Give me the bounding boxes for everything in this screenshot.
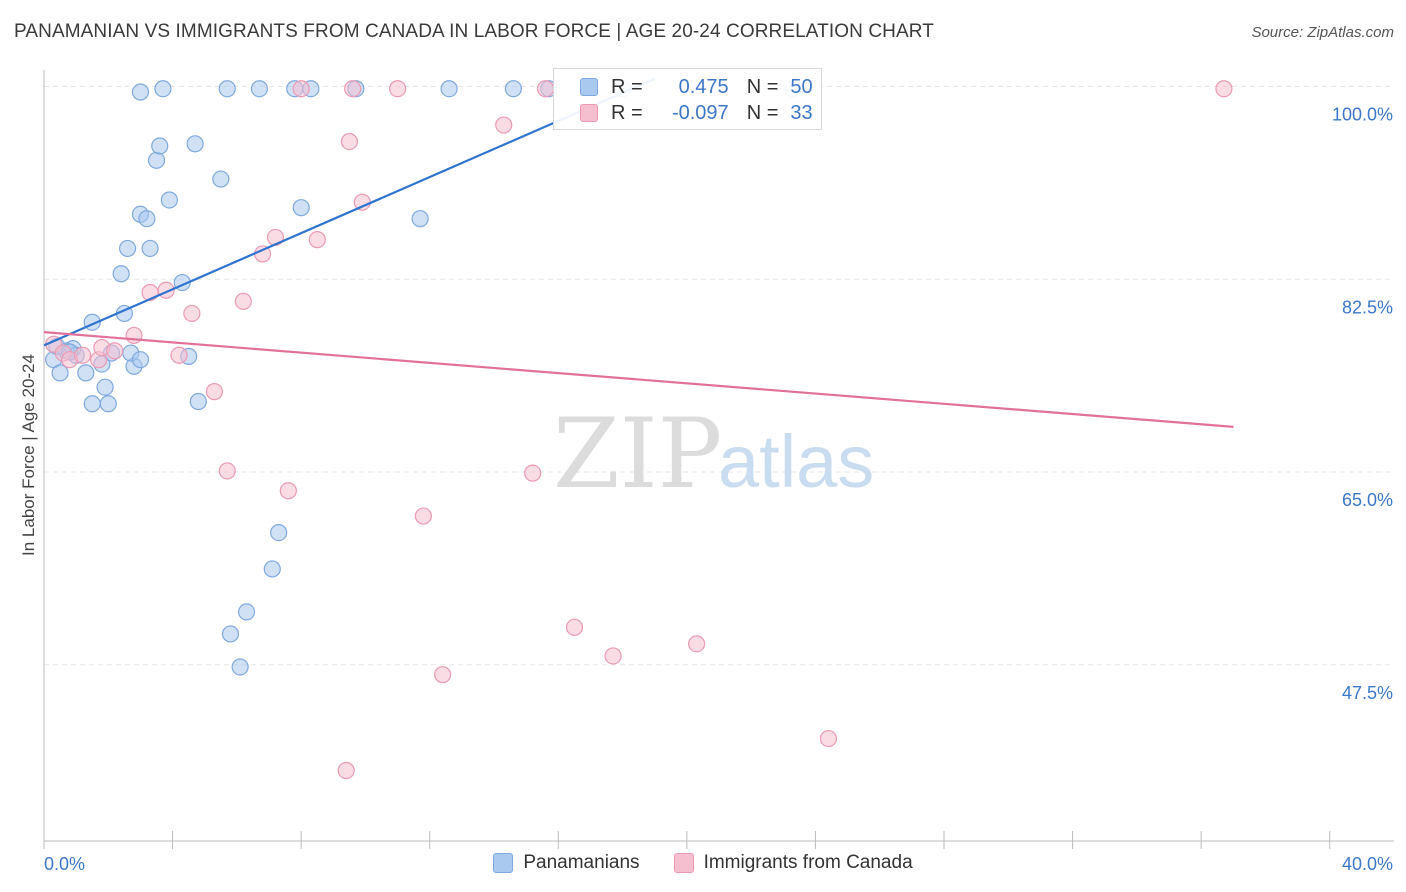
y-tick-label: 47.5%: [1342, 683, 1393, 703]
point-panamanians: [96, 378, 114, 396]
point-panamanians: [131, 351, 150, 369]
legend-r-value: -0.097: [671, 101, 729, 124]
point-canada: [234, 292, 252, 310]
legend-n-label: N =: [746, 101, 779, 124]
point-panamanians: [112, 265, 130, 283]
point-panamanians: [99, 395, 117, 413]
point-panamanians: [51, 364, 69, 382]
point-canada: [73, 346, 92, 364]
point-panamanians: [270, 523, 288, 542]
point-panamanians: [189, 392, 207, 411]
legend-row-canada: R = -0.097 N = 33: [580, 100, 813, 126]
point-canada: [495, 116, 513, 134]
point-canada: [125, 326, 143, 345]
series-legend: Panamanians Immigrants from Canada: [0, 852, 1406, 874]
watermark: ZIP atlas: [553, 398, 874, 510]
point-panamanians: [411, 210, 429, 228]
legend-r-label: R =: [611, 75, 643, 98]
point-canada: [524, 464, 542, 482]
point-panamanians: [154, 80, 172, 98]
point-panamanians: [292, 199, 310, 217]
legend-r-value: 0.475: [678, 75, 729, 98]
trend-layer: [43, 77, 1234, 428]
point-canada: [688, 635, 706, 653]
legend-n-value: 50: [790, 75, 813, 98]
point-canada: [340, 132, 359, 151]
legend-row-panamanians: R = 0.475 N = 50: [580, 74, 813, 100]
point-canada: [1215, 80, 1233, 98]
point-canada: [536, 80, 555, 98]
chart-title: PANAMANIAN VS IMMIGRANTS FROM CANADA IN …: [14, 21, 934, 42]
point-panamanians: [218, 80, 236, 98]
point-canada: [279, 482, 297, 500]
legend-swatch-blue: [493, 853, 514, 873]
point-canada: [308, 231, 326, 249]
point-canada: [170, 346, 188, 364]
legend-swatch-pink: [673, 853, 694, 873]
point-canada: [106, 342, 124, 360]
point-panamanians: [147, 151, 166, 169]
legend-r-label: R =: [611, 101, 643, 124]
x-tick-label: 0.0%: [44, 854, 85, 874]
point-canada: [565, 618, 584, 636]
grid-layer: [44, 86, 1394, 666]
y-tick-label: 82.5%: [1342, 297, 1393, 317]
legend-label-panamanians: Panamanians: [523, 852, 640, 873]
point-panamanians: [138, 210, 156, 228]
point-panamanians: [440, 80, 458, 98]
chart-source: Source: ZipAtlas.com: [1251, 24, 1394, 41]
point-canada: [183, 304, 201, 323]
point-panamanians: [118, 239, 137, 258]
trendline-canada: [43, 331, 1234, 428]
legend-item-panamanians: Panamanians: [493, 852, 640, 874]
tick-labels: 47.5% 65.0% 82.5% 100.0% 0.0% 40.0%: [44, 105, 1393, 874]
point-canada: [292, 80, 310, 98]
point-panamanians: [160, 191, 178, 209]
y-axis-label: In Labor Force | Age 20-24: [19, 354, 38, 556]
point-canada: [344, 80, 362, 98]
point-panamanians: [263, 560, 281, 578]
point-canada: [205, 383, 223, 401]
point-panamanians: [83, 395, 101, 413]
legend-n-label: N =: [746, 75, 779, 98]
point-panamanians: [231, 658, 249, 676]
point-canada: [434, 666, 452, 684]
legend-item-canada: Immigrants from Canada: [673, 852, 913, 874]
point-panamanians: [221, 625, 240, 643]
point-panamanians: [151, 137, 169, 155]
point-panamanians: [141, 239, 159, 258]
point-canada: [819, 729, 838, 748]
point-canada: [218, 462, 236, 480]
legend-swatch-blue: [580, 78, 598, 96]
point-canada: [414, 507, 432, 525]
point-panamanians: [504, 80, 522, 98]
legend-label-canada: Immigrants from Canada: [703, 852, 913, 873]
legend-swatch-pink: [580, 104, 598, 122]
point-panamanians: [186, 135, 204, 153]
y-tick-label: 100.0%: [1332, 105, 1393, 125]
point-canada: [337, 761, 355, 780]
point-panamanians: [212, 170, 230, 188]
stats-legend: R = 0.475 N = 50 R = -0.097 N = 33: [553, 68, 822, 130]
watermark-atlas: atlas: [718, 420, 874, 503]
point-canada: [604, 647, 622, 665]
watermark-zip: ZIP: [553, 398, 722, 510]
x-tick-label: 40.0%: [1342, 854, 1393, 874]
axes-layer: [43, 70, 1394, 849]
point-panamanians: [250, 80, 269, 98]
point-panamanians: [131, 83, 150, 101]
legend-n-value: 33: [790, 101, 813, 124]
y-tick-label: 65.0%: [1342, 490, 1393, 510]
point-canada: [389, 80, 407, 98]
point-panamanians: [237, 603, 256, 621]
point-panamanians: [77, 364, 95, 382]
